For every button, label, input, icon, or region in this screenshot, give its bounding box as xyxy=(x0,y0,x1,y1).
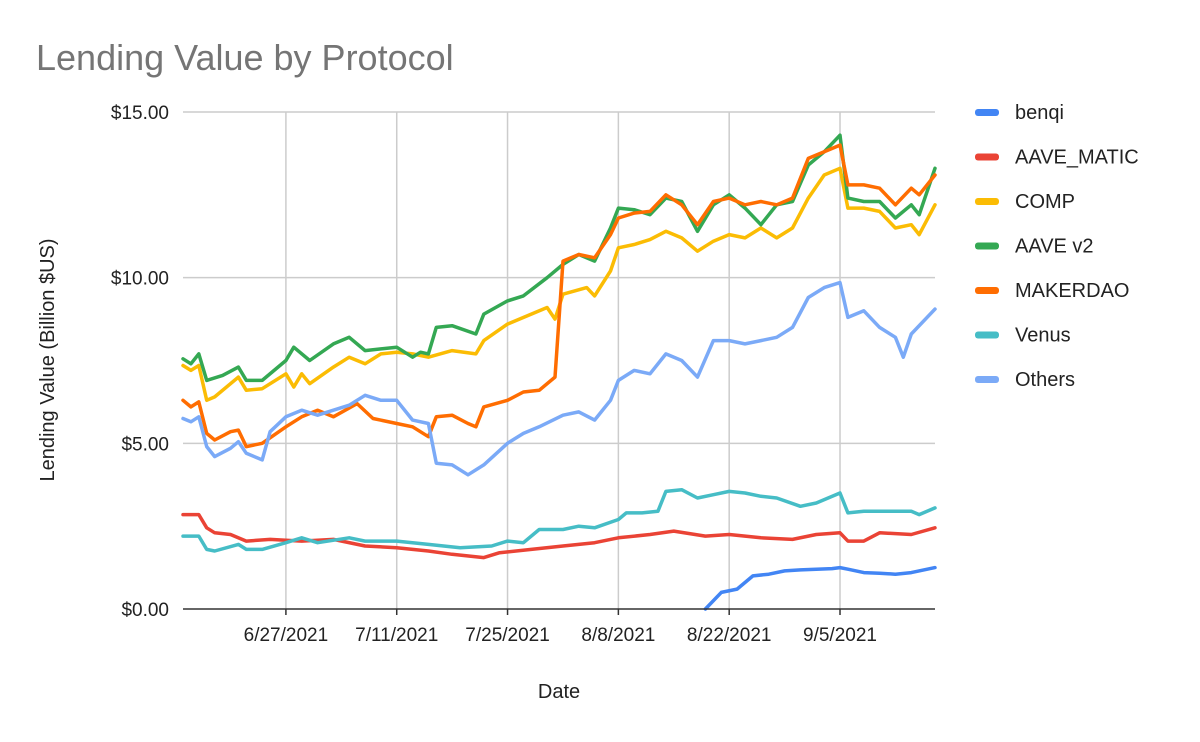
y-tick-label: $10.00 xyxy=(111,269,169,290)
legend-swatch xyxy=(975,331,999,339)
legend-label: Others xyxy=(1015,369,1075,391)
legend-label: benqi xyxy=(1015,102,1064,124)
legend-swatch xyxy=(975,109,999,116)
legend-label: Venus xyxy=(1015,325,1071,347)
chart-title: Lending Value by Protocol xyxy=(36,37,454,78)
legend-swatch xyxy=(975,376,999,383)
gridlines xyxy=(183,111,935,609)
series-line-benqi xyxy=(703,565,937,611)
y-tick-label: $5.00 xyxy=(121,434,169,455)
series-line-makerdao xyxy=(181,143,937,449)
series-lines xyxy=(181,133,937,611)
legend-item-venus: Venus xyxy=(975,325,1071,347)
legend-label: MAKERDAO xyxy=(1015,280,1129,302)
legend-item-makerdao: MAKERDAO xyxy=(975,280,1129,302)
legend-label: AAVE v2 xyxy=(1015,236,1094,258)
x-tick-label: 6/27/2021 xyxy=(244,625,329,646)
series-line-comp xyxy=(181,166,937,403)
legend-item-aave-v2: AAVE v2 xyxy=(975,236,1094,258)
y-axis-ticks: $0.00 $5.00 $10.00 $15.00 xyxy=(111,103,169,621)
y-axis-label: Lending Value (Billion $US) xyxy=(37,238,59,481)
legend: benqi AAVE_MATIC COMP AAVE v2 MAKERDAO Venus O… xyxy=(975,102,1139,391)
legend-item-others: Others xyxy=(975,369,1075,391)
legend-item-benqi: benqi xyxy=(975,102,1064,124)
x-tick-label: 8/22/2021 xyxy=(687,625,772,646)
x-tick-label: 7/11/2021 xyxy=(355,625,438,646)
x-tick-label: 7/25/2021 xyxy=(465,625,550,646)
series-line-others xyxy=(181,280,937,477)
y-tick-label: $0.00 xyxy=(121,600,169,621)
x-tick-label: 9/5/2021 xyxy=(803,625,877,646)
y-tick-label: $15.00 xyxy=(111,103,169,124)
legend-item-aave-matic: AAVE_MATIC xyxy=(975,147,1139,169)
x-tick-label: 8/8/2021 xyxy=(581,625,655,646)
legend-swatch xyxy=(975,287,999,294)
series-line-aave-matic xyxy=(181,512,937,560)
x-axis-label: Date xyxy=(538,681,580,703)
legend-swatch xyxy=(975,242,999,250)
legend-swatch xyxy=(975,153,999,161)
x-axis-ticks: 6/27/2021 7/11/2021 7/25/2021 8/8/2021 8/22/… xyxy=(244,609,877,646)
legend-label: COMP xyxy=(1015,191,1075,213)
legend-label: AAVE_MATIC xyxy=(1015,147,1139,169)
legend-swatch xyxy=(975,198,999,205)
series-line-venus xyxy=(181,487,937,553)
legend-item-comp: COMP xyxy=(975,191,1075,213)
